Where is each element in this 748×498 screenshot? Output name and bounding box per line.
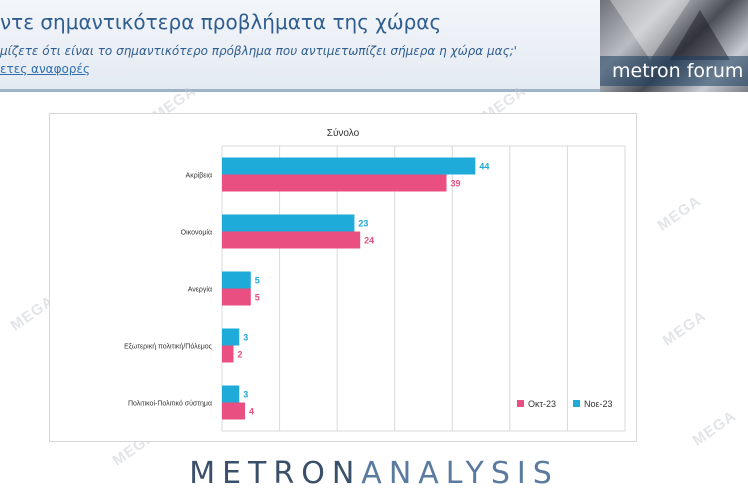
header-banner: ντε σημαντικότερα προβλήματα της χώρας μ… <box>0 0 600 92</box>
logo-word-analysis: ANALYSIS <box>361 456 559 491</box>
bar <box>222 214 355 232</box>
data-label: 23 <box>358 219 368 229</box>
category-label: Οικονομία <box>181 229 212 237</box>
watermark: MEGA <box>689 407 740 450</box>
logo-text: metron forum <box>600 56 748 86</box>
category-label: Ανεργία <box>188 286 212 294</box>
bar <box>222 288 251 306</box>
legend-label: Οκτ-23 <box>528 399 556 409</box>
category-label: Εξωτερική πολιτική/Πόλεμος <box>124 343 212 351</box>
legend-swatch <box>573 400 580 407</box>
chart-title: Σύνολο <box>327 127 360 139</box>
data-label: 3 <box>243 333 248 343</box>
mentions-link[interactable]: ετες αναφορές <box>0 62 90 76</box>
bar-chart: ΣύνολοΑκρίβεια4439Οικονομία2324Ανεργία55… <box>124 127 626 432</box>
bar <box>222 402 246 420</box>
legend-label: Νοε-23 <box>584 399 613 409</box>
chart-panel: Σύνολο Ακρίβεια 44 39 Οικονομία 23 24 Ανεργία 5 5… <box>49 113 637 442</box>
legend-swatch <box>517 400 524 407</box>
header-divider <box>0 89 600 92</box>
logo-shard <box>610 0 690 60</box>
data-label: 39 <box>451 179 461 189</box>
bar <box>222 271 251 289</box>
data-label: 44 <box>479 162 489 172</box>
data-label: 24 <box>364 236 374 246</box>
metron-analysis-logo: METRONANALYSIS <box>0 456 748 491</box>
category-label: Ακρίβεια <box>186 172 212 180</box>
logo-shard <box>670 10 730 60</box>
data-label: 5 <box>255 293 260 303</box>
data-label: 5 <box>255 276 260 286</box>
logo-word-metron: METRON <box>189 456 362 491</box>
category-label: Πολιτικοί-Πολιτικό σύστημα <box>128 400 212 408</box>
data-label: 3 <box>243 390 248 400</box>
bar <box>222 385 240 403</box>
bar <box>222 328 240 346</box>
watermark: MEGA <box>654 192 705 235</box>
data-label: 4 <box>249 407 254 417</box>
bar <box>222 157 476 175</box>
bar <box>222 174 447 192</box>
page-title: ντε σημαντικότερα προβλήματα της χώρας <box>0 10 442 34</box>
bar <box>222 345 234 363</box>
bar <box>222 231 361 249</box>
watermark: MEGA <box>659 307 710 350</box>
metron-forum-logo: metron forum <box>600 0 748 92</box>
data-label: 2 <box>238 350 243 360</box>
question-subtitle: μίζετε ότι είναι το σημαντικότερο πρόβλη… <box>0 44 517 58</box>
